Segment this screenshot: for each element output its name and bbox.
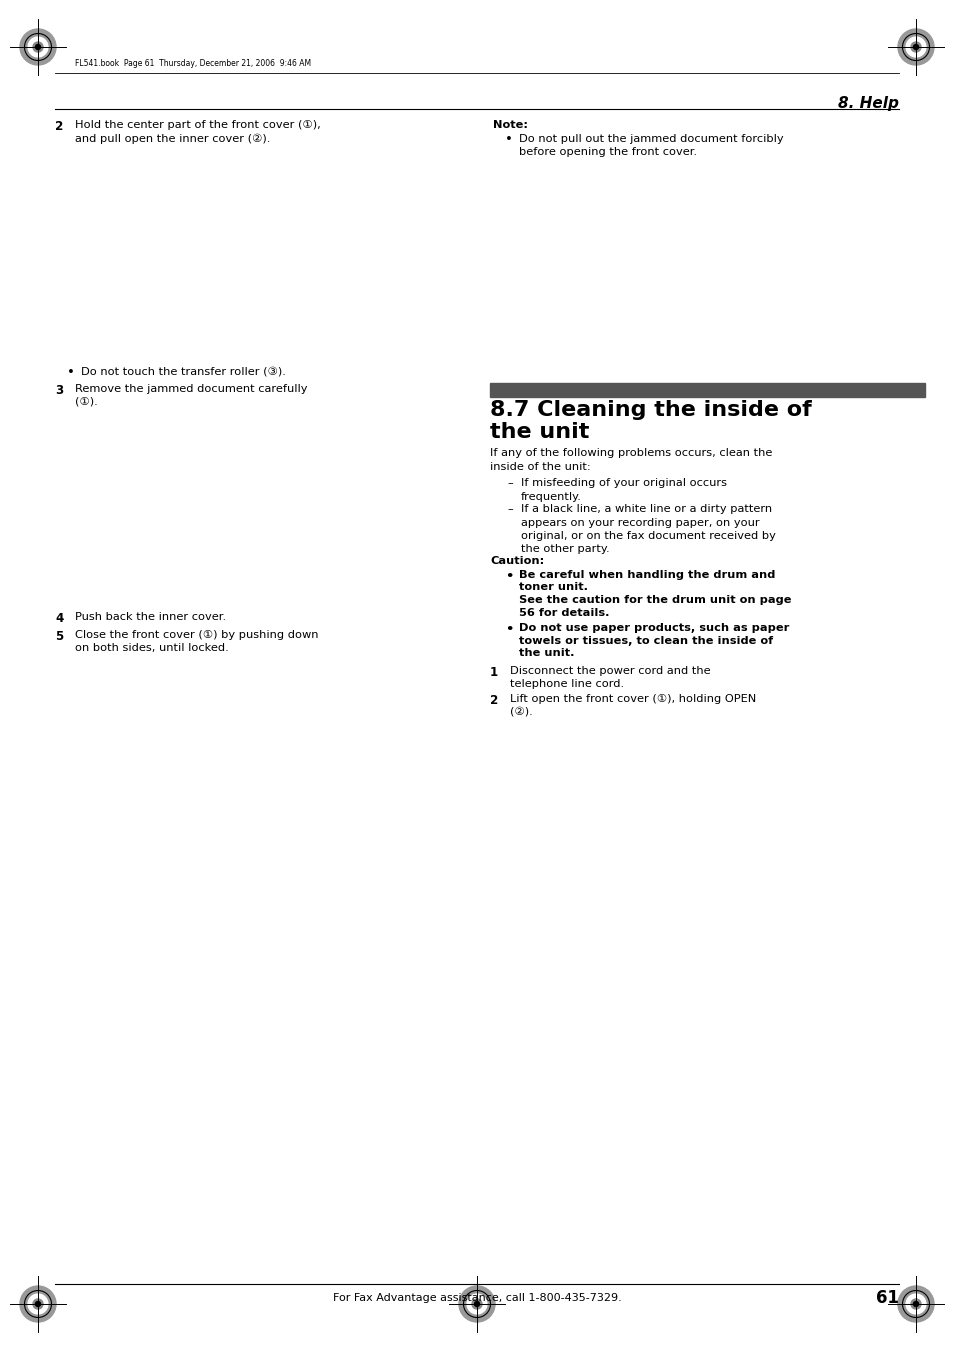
Text: Disconnect the power cord and the
telephone line cord.: Disconnect the power cord and the teleph…: [510, 666, 710, 689]
Text: 8. Help: 8. Help: [838, 96, 898, 111]
Text: 2: 2: [490, 693, 497, 707]
Circle shape: [467, 1294, 486, 1315]
Text: 61: 61: [875, 1289, 898, 1306]
Text: the unit: the unit: [490, 423, 589, 443]
Text: Close the front cover (①) by pushing down
on both sides, until locked.: Close the front cover (①) by pushing dow…: [75, 630, 318, 653]
Text: 3: 3: [55, 384, 63, 396]
Circle shape: [35, 1301, 40, 1306]
Text: Do not touch the transfer roller (③).: Do not touch the transfer roller (③).: [81, 366, 286, 376]
Text: •: •: [504, 570, 513, 584]
Text: •: •: [67, 366, 74, 380]
Circle shape: [897, 1286, 933, 1323]
Circle shape: [33, 42, 43, 51]
Circle shape: [28, 36, 48, 57]
Text: 2: 2: [55, 120, 63, 132]
Text: Note:: Note:: [493, 120, 527, 130]
Circle shape: [913, 1301, 918, 1306]
Text: Be careful when handling the drum and: Be careful when handling the drum and: [518, 570, 775, 580]
Circle shape: [20, 28, 56, 65]
Text: •: •: [504, 623, 513, 636]
Circle shape: [35, 45, 40, 50]
Text: If misfeeding of your original occurs
frequently.: If misfeeding of your original occurs fr…: [520, 478, 726, 501]
Text: Hold the center part of the front cover (①),
and pull open the inner cover (②).: Hold the center part of the front cover …: [75, 120, 320, 143]
Text: Push back the inner cover.: Push back the inner cover.: [75, 612, 226, 623]
Circle shape: [897, 28, 933, 65]
Circle shape: [905, 36, 925, 57]
Text: –: –: [506, 478, 512, 489]
Text: •: •: [504, 134, 513, 146]
Text: FL541.book  Page 61  Thursday, December 21, 2006  9:46 AM: FL541.book Page 61 Thursday, December 21…: [75, 58, 311, 68]
Text: If any of the following problems occurs, clean the
inside of the unit:: If any of the following problems occurs,…: [490, 449, 772, 471]
Text: towels or tissues, to clean the inside of: towels or tissues, to clean the inside o…: [518, 635, 772, 646]
Circle shape: [910, 1300, 920, 1309]
Text: –: –: [506, 504, 512, 515]
Text: Remove the jammed document carefully
(①).: Remove the jammed document carefully (①)…: [75, 384, 307, 407]
Text: 1: 1: [490, 666, 497, 678]
Text: 4: 4: [55, 612, 63, 626]
Text: the unit.: the unit.: [518, 648, 574, 658]
Circle shape: [28, 1294, 48, 1315]
Circle shape: [913, 45, 918, 50]
Text: See the caution for the drum unit on page: See the caution for the drum unit on pag…: [518, 594, 791, 605]
Circle shape: [910, 42, 920, 51]
Text: Lift open the front cover (①), holding OPEN
(②).: Lift open the front cover (①), holding O…: [510, 693, 756, 716]
Circle shape: [33, 1300, 43, 1309]
Text: If a black line, a white line or a dirty pattern
appears on your recording paper: If a black line, a white line or a dirty…: [520, 504, 775, 554]
Text: Do not pull out the jammed document forcibly
before opening the front cover.: Do not pull out the jammed document forc…: [518, 134, 782, 157]
Bar: [490, 382, 924, 396]
Text: 5: 5: [55, 630, 63, 643]
Circle shape: [458, 1286, 495, 1323]
Text: For Fax Advantage assistance, call 1-800-435-7329.: For Fax Advantage assistance, call 1-800…: [333, 1293, 620, 1302]
Circle shape: [905, 1294, 925, 1315]
Text: 8.7 Cleaning the inside of: 8.7 Cleaning the inside of: [490, 400, 811, 420]
Text: Do not use paper products, such as paper: Do not use paper products, such as paper: [518, 623, 788, 634]
Circle shape: [20, 1286, 56, 1323]
Text: Caution:: Caution:: [490, 557, 543, 566]
Circle shape: [472, 1300, 481, 1309]
Text: toner unit.: toner unit.: [518, 582, 587, 593]
Text: 56 for details.: 56 for details.: [518, 608, 609, 617]
Circle shape: [474, 1301, 479, 1306]
